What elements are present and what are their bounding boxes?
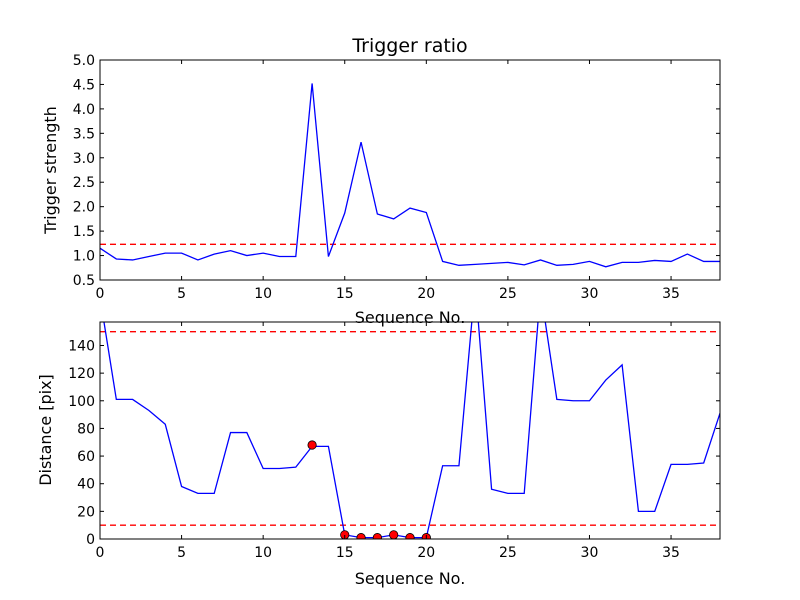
y-tick-label: 2.0: [73, 200, 95, 216]
axes-frame: [99, 59, 721, 281]
y-tick-label: 60: [77, 449, 95, 465]
y-tick-label: 2.5: [73, 175, 95, 191]
x-tick-label: 10: [254, 545, 272, 561]
y-tick-label: 0: [86, 532, 95, 548]
x-tick-label: 0: [96, 545, 105, 561]
plot-content: [100, 322, 720, 539]
x-tick-label: 10: [254, 286, 272, 302]
y-tick-label: 100: [68, 394, 95, 410]
data-point-marker: [340, 530, 350, 539]
data-point-marker: [372, 533, 382, 539]
data-point-marker: [405, 533, 415, 539]
chart-title: Trigger ratio: [351, 35, 467, 57]
y-tick-label: 1.5: [73, 224, 95, 240]
x-tick-label: 30: [581, 545, 599, 561]
y-tick-label: 40: [77, 477, 95, 493]
x-axis-label: Sequence No.: [355, 308, 466, 327]
y-tick-label: 80: [77, 421, 95, 437]
x-tick-label: 20: [417, 545, 435, 561]
y-tick-label: 3.5: [73, 126, 95, 142]
x-tick-label: 30: [581, 286, 599, 302]
x-tick-label: 15: [336, 286, 354, 302]
x-tick-label: 25: [499, 286, 517, 302]
x-tick-label: 35: [662, 545, 680, 561]
y-tick-label: 5.0: [73, 53, 95, 69]
y-tick-label: 20: [77, 504, 95, 520]
x-tick-label: 25: [499, 545, 517, 561]
y-tick-label: 1.0: [73, 249, 95, 265]
series-line: [100, 83, 720, 268]
y-tick-label: 4.5: [73, 77, 95, 93]
x-tick-label: 15: [336, 545, 354, 561]
data-point-marker: [356, 533, 366, 539]
x-tick-label: 35: [662, 286, 680, 302]
axes-frame: [99, 321, 721, 540]
x-tick-label: 0: [96, 286, 105, 302]
y-tick-label: 0.5: [73, 273, 95, 289]
plot-content: [100, 83, 720, 268]
data-point-marker: [307, 440, 317, 450]
y-axis-label: Trigger strength: [41, 106, 60, 235]
y-axis-label: Distance [pix]: [36, 374, 55, 486]
distance-chart: 0 5 10 15 20 25 30 35 0 20 40 60 80 100 120 140 Sequenc…: [36, 321, 721, 588]
plot-area: 0 5 10 15 20 25 30 35 0 20 40 60 80 100 120 140: [68, 321, 721, 561]
x-tick-label: 5: [177, 286, 186, 302]
y-tick-label: 4.0: [73, 102, 95, 118]
x-axis-label: Sequence No.: [355, 569, 466, 588]
trigger-ratio-chart: Trigger ratio 0 5 10 15 20 25 30 35 0.5 1.0 1.5 2.0…: [41, 35, 721, 327]
y-tick-label: 120: [68, 366, 95, 382]
x-tick-label: 20: [417, 286, 435, 302]
y-tick-label: 140: [68, 338, 95, 354]
y-tick-label: 3.0: [73, 151, 95, 167]
data-point-marker: [389, 530, 399, 539]
x-tick-label: 5: [177, 545, 186, 561]
plot-area: 0 5 10 15 20 25 30 35 0.5 1.0 1.5 2.0 2.5 3.0 3.5 4.0 4.…: [73, 53, 721, 302]
